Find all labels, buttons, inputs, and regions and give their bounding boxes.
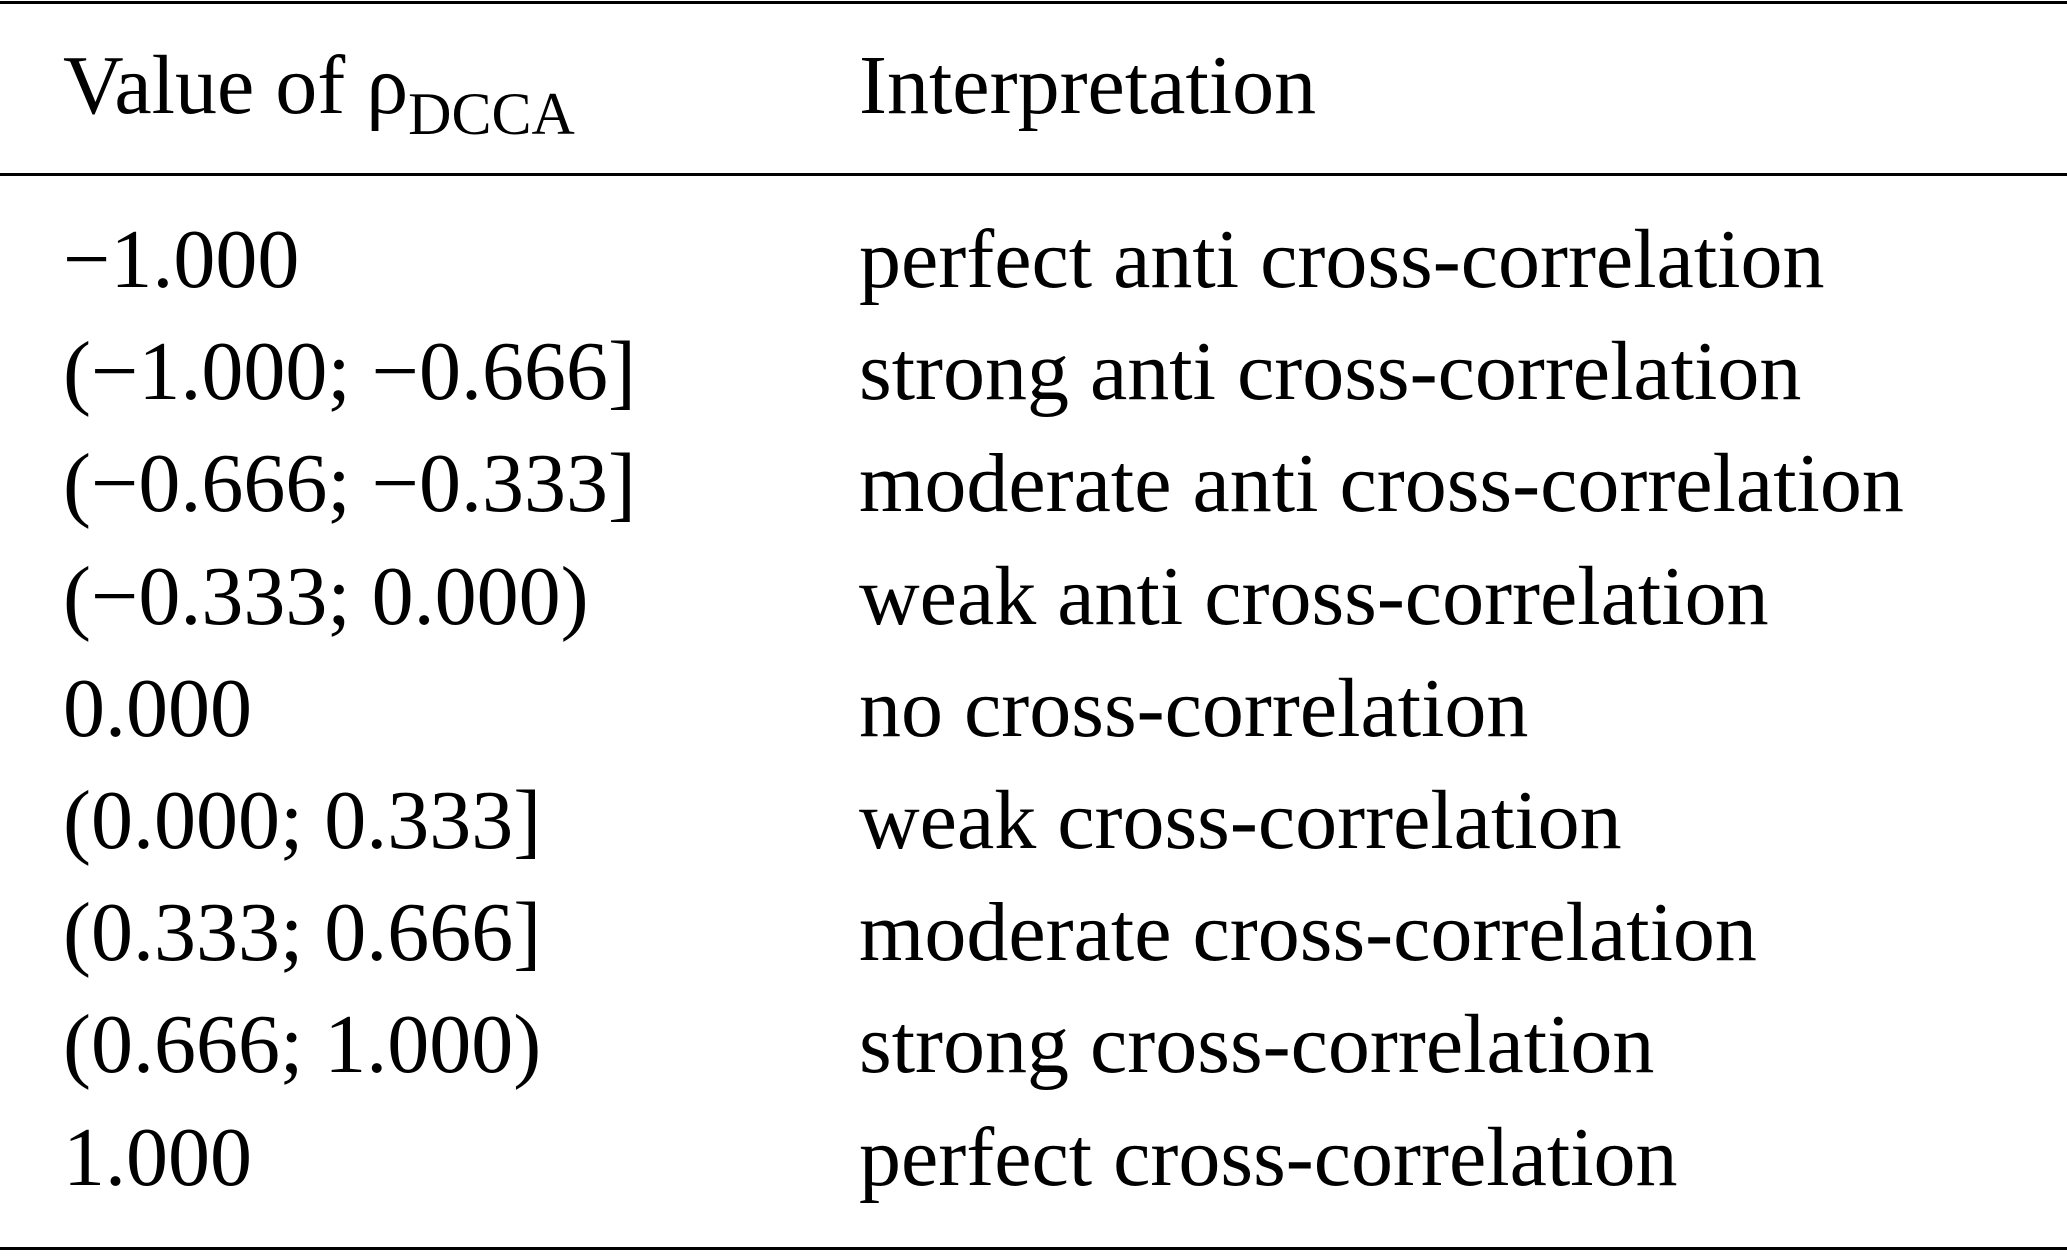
interpretation-cell: strong anti cross-correlation [859, 325, 1802, 419]
interpretation-cell: moderate anti cross-correlation [859, 437, 1904, 531]
interpretation-cell: perfect cross-correlation [859, 1110, 1678, 1204]
interpretation-cell: perfect anti cross-correlation [859, 213, 1825, 306]
interpretation-cell: no cross-correlation [859, 661, 1529, 755]
interpretation-cell: strong cross-correlation [859, 998, 1655, 1092]
header-subscript: DCCA [408, 81, 575, 147]
header-cell: Interpretation [859, 39, 1317, 132]
interpretation-cell: moderate cross-correlation [859, 886, 1757, 980]
value-cell: 0.000 [63, 661, 252, 755]
value-cell: (0.000; 0.333] [63, 774, 542, 867]
value-cell: (0.333; 0.666] [63, 886, 542, 980]
top-rule [0, 1, 2067, 4]
header-rule [0, 173, 2067, 176]
value-cell: (−0.666; −0.333] [63, 437, 637, 531]
interpretation-cell: weak anti cross-correlation [859, 549, 1769, 643]
header-text: Value of ρ [63, 39, 409, 132]
value-cell: (−1.000; −0.666] [63, 325, 637, 419]
value-cell: −1.000 [63, 213, 300, 306]
bottom-rule [0, 1247, 2067, 1250]
value-cell: (−0.333; 0.000) [63, 549, 589, 643]
interpretation-cell: weak cross-correlation [859, 774, 1622, 867]
header-cell: Value of ρDCCA [63, 44, 575, 145]
value-cell: 1.000 [63, 1110, 252, 1204]
value-cell: (0.666; 1.000) [63, 998, 542, 1092]
